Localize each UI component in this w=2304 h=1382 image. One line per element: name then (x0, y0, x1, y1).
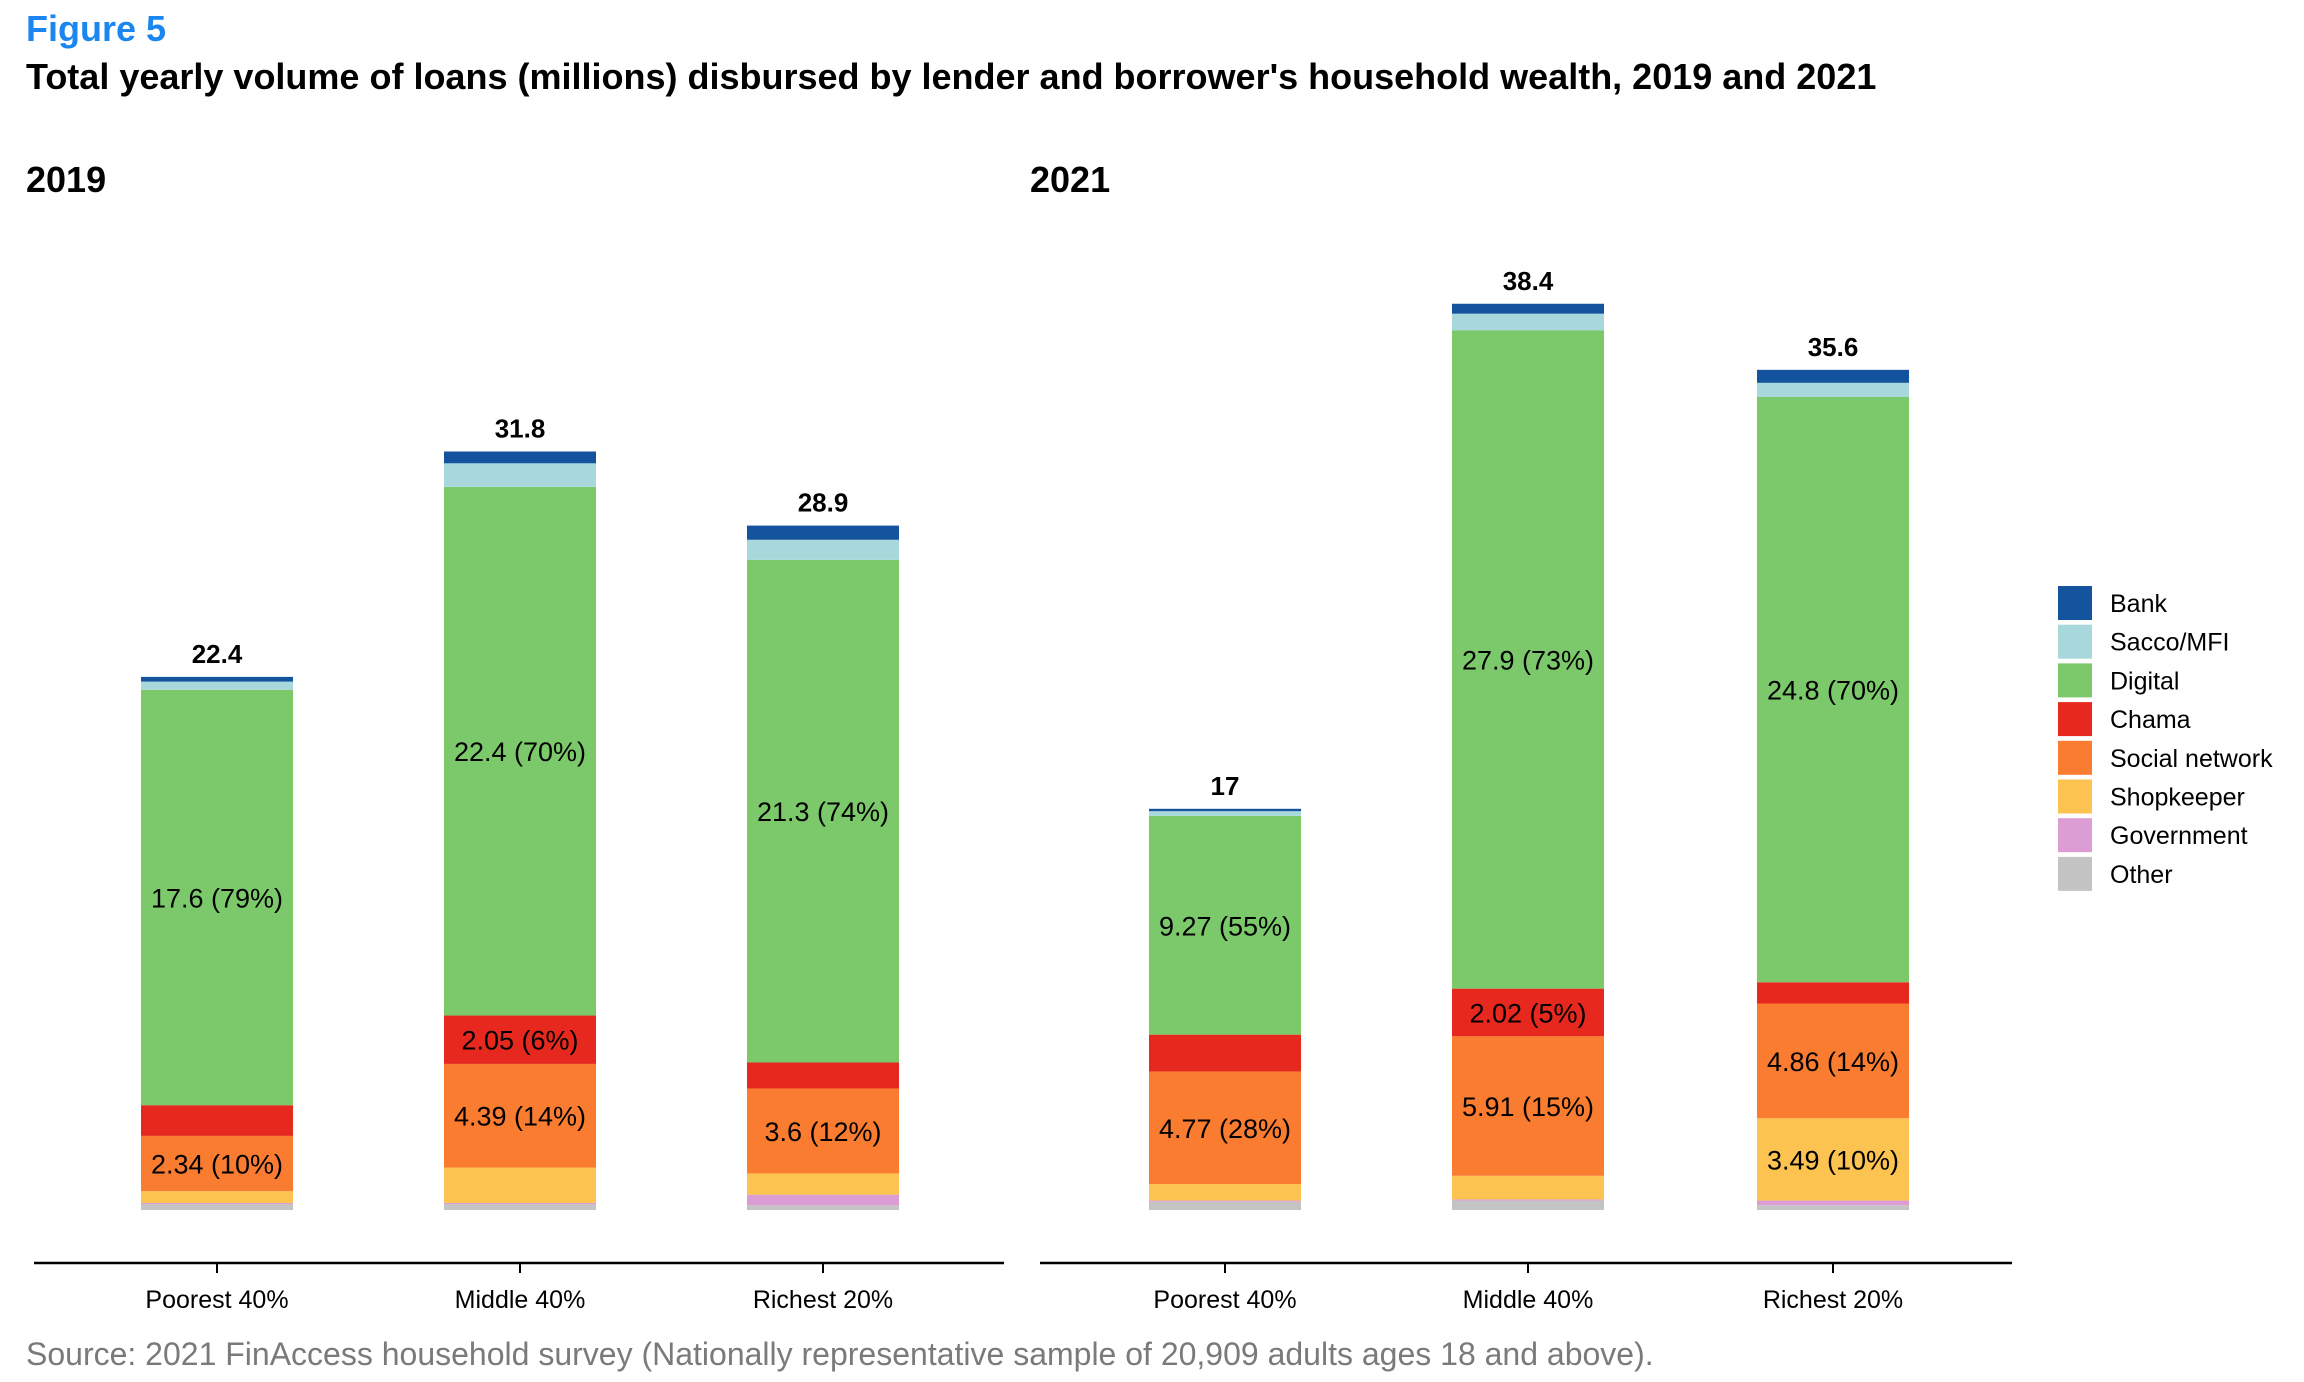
bar-segment-government (141, 1202, 293, 1205)
legend-label-sacco-mfi: Sacco/MFI (2110, 629, 2229, 657)
legend-swatch-sacco-mfi (2058, 624, 2092, 659)
data-label: 3.6 (12%) (764, 1117, 881, 1147)
bar-segment-government (747, 1194, 899, 1206)
bar-segment-other (1757, 1205, 1909, 1210)
data-label: 22.4 (70%) (454, 737, 586, 767)
bar-segment-sacco-mfi (747, 539, 899, 560)
bar-segment-other (747, 1205, 899, 1210)
bar-segment-shopkeeper (1757, 1118, 1909, 1201)
bar-segment-bank (444, 451, 596, 464)
data-label: 27.9 (73%) (1462, 645, 1594, 675)
bar-segment-chama (1149, 1034, 1301, 1072)
bar-segment-sacco-mfi (1757, 382, 1909, 397)
bar-segment-other (1452, 1200, 1604, 1210)
legend-label-shopkeeper: Shopkeeper (2110, 784, 2245, 812)
bar-segment-social-network (747, 1088, 899, 1174)
bar-segment-sacco-mfi (1149, 811, 1301, 816)
data-label: 3.49 (10%) (1767, 1145, 1899, 1175)
panel-title-2019: 2019 (26, 159, 106, 200)
bar-segment-shopkeeper (1452, 1175, 1604, 1200)
bar-segment-chama (444, 1015, 596, 1064)
bar-segment-shopkeeper (747, 1173, 899, 1195)
bar-segment-government (1149, 1200, 1301, 1202)
bar-segment-social-network (444, 1063, 596, 1168)
bar-segment-bank (1757, 369, 1909, 383)
data-label: 4.39 (14%) (454, 1102, 586, 1132)
total-label: 28.9 (798, 488, 849, 518)
bar-segment-chama (1757, 982, 1909, 1004)
bar-segment-bank (141, 676, 293, 682)
x-tick-label: Middle 40% (455, 1286, 586, 1314)
bar-segment-chama (141, 1105, 293, 1136)
bar-segment-other (444, 1204, 596, 1210)
total-label: 35.6 (1808, 332, 1859, 362)
bar-segment-bank (1452, 303, 1604, 314)
x-tick-label: Poorest 40% (145, 1286, 288, 1314)
data-label: 4.86 (14%) (1767, 1047, 1899, 1077)
chart-title: Total yearly volume of loans (millions) … (26, 56, 1877, 97)
legend-swatch-digital (2058, 663, 2092, 698)
data-label: 2.02 (5%) (1469, 998, 1586, 1028)
bar-segment-shopkeeper (141, 1191, 293, 1203)
bar-segment-digital (747, 559, 899, 1063)
bar-segment-government (1757, 1200, 1909, 1206)
x-tick-label: Poorest 40% (1153, 1286, 1296, 1314)
bar-segment-social-network (1757, 1003, 1909, 1119)
data-label: 21.3 (74%) (757, 797, 889, 827)
bar-segment-digital (444, 486, 596, 1016)
data-label: 24.8 (70%) (1767, 676, 1899, 706)
bar-segment-social-network (141, 1135, 293, 1192)
bar-segment-government (444, 1202, 596, 1205)
bar-segment-bank (747, 525, 899, 540)
bar-segment-social-network (1149, 1071, 1301, 1185)
total-label: 22.4 (192, 639, 243, 669)
bar-segment-other (141, 1204, 293, 1210)
legend-label-government: Government (2110, 822, 2248, 850)
legend-swatch-bank (2058, 586, 2092, 620)
bar-segment-shopkeeper (1149, 1184, 1301, 1201)
legend-swatch-other (2058, 856, 2092, 891)
data-label: 5.91 (15%) (1462, 1092, 1594, 1122)
legend-label-other: Other (2110, 861, 2173, 889)
legend-swatch-shopkeeper (2058, 779, 2092, 814)
data-label: 9.27 (55%) (1159, 911, 1291, 941)
data-label: 2.34 (10%) (151, 1150, 283, 1180)
bar-segment-digital (1757, 396, 1909, 983)
legend-swatch-chama (2058, 702, 2092, 737)
legend-label-chama: Chama (2110, 706, 2191, 734)
bar-segment-chama (747, 1062, 899, 1089)
total-label: 38.4 (1503, 266, 1554, 296)
bar-segment-social-network (1452, 1036, 1604, 1176)
bar-segment-digital (1149, 815, 1301, 1035)
bar-segment-other (1149, 1201, 1301, 1210)
data-label: 4.77 (28%) (1159, 1114, 1291, 1144)
bar-segment-government (1452, 1199, 1604, 1201)
x-tick-label: Richest 20% (753, 1286, 893, 1314)
bar-segment-digital (1452, 330, 1604, 989)
legend-swatch-government (2058, 818, 2092, 853)
bar-segment-digital (141, 689, 293, 1106)
bar-segment-chama (1452, 988, 1604, 1037)
bar-segment-bank (1149, 808, 1301, 812)
legend-swatch-social-network (2058, 740, 2092, 775)
bar-segment-sacco-mfi (444, 463, 596, 487)
figure-label: Figure 5 (26, 8, 167, 49)
legend-label-digital: Digital (2110, 667, 2179, 695)
data-label: 2.05 (6%) (461, 1026, 578, 1056)
bar-segment-shopkeeper (444, 1167, 596, 1203)
data-label: 17.6 (79%) (151, 884, 283, 914)
panel-title-2021: 2021 (1030, 159, 1110, 200)
legend-label-social-network: Social network (2110, 745, 2273, 773)
x-tick-label: Middle 40% (1463, 1286, 1594, 1314)
legend-label-bank: Bank (2110, 590, 2167, 618)
total-label: 31.8 (495, 413, 546, 443)
x-tick-label: Richest 20% (1763, 1286, 1903, 1314)
bar-segment-sacco-mfi (1452, 313, 1604, 331)
total-label: 17 (1211, 771, 1240, 801)
bar-segment-sacco-mfi (141, 681, 293, 690)
source-note: Source: 2021 FinAccess household survey … (26, 1336, 1654, 1372)
